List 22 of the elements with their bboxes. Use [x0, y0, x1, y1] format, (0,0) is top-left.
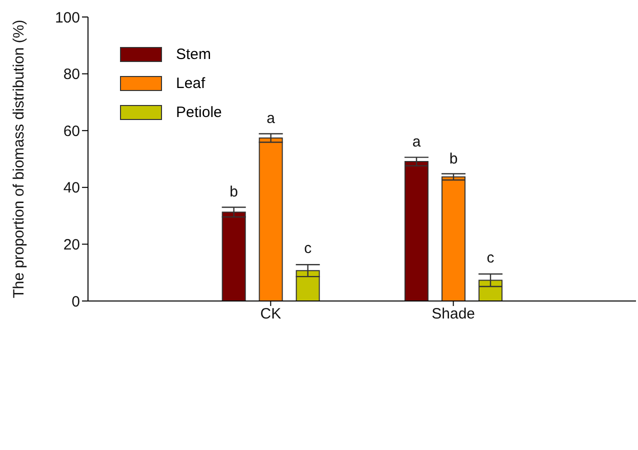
data-label: c	[304, 240, 312, 258]
data-label: a	[266, 110, 276, 127]
x-tick-label: Shade	[432, 306, 476, 323]
y-tick-label: 40	[63, 180, 80, 197]
legend-label: Stem	[176, 46, 212, 63]
legend-label: Petiole	[176, 104, 222, 121]
y-tick-label: 60	[63, 122, 80, 140]
data-label: b	[449, 150, 458, 168]
y-tick-label: 20	[63, 236, 80, 254]
data-label: c	[486, 249, 495, 266]
x-tick-label: CK	[260, 306, 282, 323]
y-tick-label: 100	[54, 9, 80, 26]
bar	[222, 212, 246, 301]
bar	[442, 176, 466, 301]
legend-label: Leaf	[176, 75, 206, 92]
bar	[404, 161, 428, 301]
bar	[258, 137, 283, 301]
data-label: b	[230, 183, 238, 200]
data-label: a	[412, 134, 422, 151]
y-tick-label: 80	[63, 66, 80, 84]
y-axis-title: The proportion of biomass distribution (%)	[10, 20, 28, 298]
y-tick-label: 0	[72, 293, 80, 310]
